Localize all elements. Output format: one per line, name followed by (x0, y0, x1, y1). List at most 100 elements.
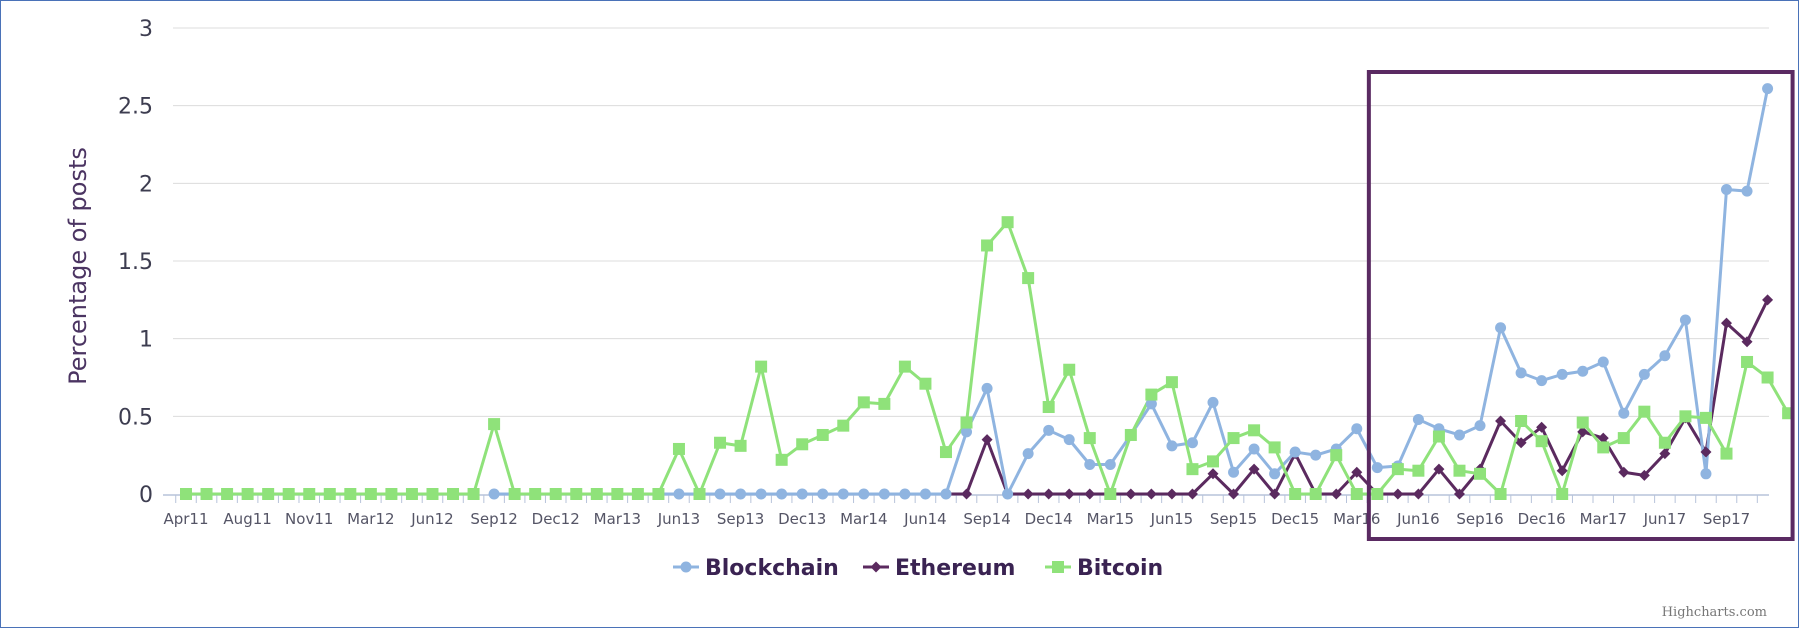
blockchain-point[interactable] (1762, 83, 1774, 95)
blockchain-point[interactable] (1084, 458, 1096, 470)
bitcoin-point[interactable] (1556, 488, 1569, 500)
bitcoin-point[interactable] (282, 488, 295, 500)
bitcoin-point[interactable] (529, 488, 542, 500)
ethereum-point[interactable] (1536, 421, 1548, 433)
bitcoin-point[interactable] (1720, 447, 1733, 460)
bitcoin-point[interactable] (1494, 488, 1507, 500)
bitcoin-point[interactable] (1535, 435, 1548, 448)
bitcoin-point[interactable] (1248, 424, 1261, 437)
bitcoin-point[interactable] (385, 488, 398, 500)
bitcoin-point[interactable] (878, 397, 891, 410)
ethereum-point[interactable] (1166, 488, 1178, 500)
bitcoin-point[interactable] (1001, 216, 1014, 229)
bitcoin-point[interactable] (1432, 430, 1445, 443)
bitcoin-point[interactable] (549, 488, 562, 500)
ethereum-point[interactable] (1351, 466, 1363, 478)
blockchain-point[interactable] (1556, 368, 1568, 380)
blockchain-point[interactable] (1679, 314, 1691, 326)
ethereum-point[interactable] (1433, 463, 1445, 475)
bitcoin-point[interactable] (1679, 410, 1692, 423)
blockchain-point[interactable] (755, 488, 767, 500)
bitcoin-point[interactable] (303, 488, 316, 500)
blockchain-point[interactable] (1063, 434, 1075, 446)
ethereum-point[interactable] (1638, 469, 1650, 481)
bitcoin-point[interactable] (1699, 411, 1712, 424)
bitcoin-point[interactable] (631, 488, 644, 500)
bitcoin-legend-symbol[interactable] (1052, 561, 1064, 573)
bitcoin-point[interactable] (857, 396, 870, 409)
ethereum-point[interactable] (1556, 465, 1568, 477)
bitcoin-point[interactable] (364, 488, 377, 500)
blockchain-point[interactable] (1228, 466, 1240, 478)
blockchain-point[interactable] (817, 488, 829, 500)
blockchain-point[interactable] (961, 426, 973, 438)
blockchain-point[interactable] (1597, 356, 1609, 368)
blockchain-point[interactable] (1741, 185, 1753, 197)
blockchain-point[interactable] (673, 488, 685, 500)
ethereum-point[interactable] (1269, 488, 1281, 500)
ethereum-point[interactable] (1453, 488, 1465, 500)
ethereum-point[interactable] (1618, 466, 1630, 478)
bitcoin-point[interactable] (1289, 488, 1302, 500)
bitcoin-point[interactable] (1453, 464, 1466, 477)
bitcoin-point[interactable] (611, 488, 624, 500)
ethereum-point[interactable] (1228, 488, 1240, 500)
ethereum-point[interactable] (1145, 488, 1157, 500)
blockchain-point[interactable] (1495, 322, 1507, 334)
bitcoin-point[interactable] (1063, 363, 1076, 376)
bitcoin-point[interactable] (734, 439, 747, 452)
blockchain-point[interactable] (1536, 375, 1548, 387)
ethereum-point[interactable] (1043, 488, 1055, 500)
blockchain-point[interactable] (776, 488, 788, 500)
ethereum-point[interactable] (1207, 468, 1219, 480)
blockchain-point[interactable] (1002, 488, 1014, 500)
bitcoin-point[interactable] (180, 488, 192, 500)
ethereum-point[interactable] (1577, 426, 1589, 438)
bitcoin-point[interactable] (344, 488, 357, 500)
bitcoin-point[interactable] (200, 488, 213, 500)
blockchain-point[interactable] (1043, 424, 1055, 436)
bitcoin-point[interactable] (1350, 488, 1363, 500)
bitcoin-point[interactable] (1576, 416, 1589, 429)
ethereum-point[interactable] (1392, 488, 1404, 500)
blockchain-point[interactable] (1638, 368, 1650, 380)
bitcoin-point[interactable] (939, 446, 952, 459)
blockchain-point[interactable] (1700, 468, 1712, 480)
bitcoin-point[interactable] (1658, 436, 1671, 449)
bitcoin-point[interactable] (570, 488, 583, 500)
blockchain-point[interactable] (1659, 350, 1671, 362)
bitcoin-point[interactable] (796, 438, 809, 451)
credit-text[interactable]: Highcharts.com (1662, 605, 1767, 620)
ethereum-point[interactable] (1700, 446, 1712, 458)
bitcoin-point[interactable] (1597, 441, 1610, 454)
bitcoin-point[interactable] (981, 239, 994, 252)
bitcoin-point[interactable] (775, 453, 788, 466)
bitcoin-point[interactable] (323, 488, 336, 500)
bitcoin-point[interactable] (426, 488, 439, 500)
bitcoin-point[interactable] (714, 436, 727, 449)
bitcoin-point[interactable] (241, 488, 254, 500)
bitcoin-point[interactable] (1186, 463, 1199, 476)
ethereum-point[interactable] (1186, 488, 1198, 500)
blockchain-point[interactable] (714, 488, 726, 500)
ethereum-point[interactable] (1330, 488, 1342, 500)
bitcoin-point[interactable] (1309, 488, 1322, 500)
bitcoin-point[interactable] (960, 416, 973, 429)
legend-item-blockchain[interactable]: Blockchain (673, 556, 839, 581)
bitcoin-point[interactable] (693, 488, 706, 500)
blockchain-point[interactable] (878, 488, 890, 500)
bitcoin-point[interactable] (1227, 432, 1240, 445)
bitcoin-point[interactable] (837, 419, 850, 432)
bitcoin-point[interactable] (1638, 405, 1651, 418)
blockchain-point[interactable] (735, 488, 747, 500)
blockchain-point[interactable] (837, 488, 849, 500)
blockchain-point[interactable] (1145, 398, 1157, 410)
ethereum-point[interactable] (1721, 317, 1732, 329)
blockchain-point[interactable] (1577, 365, 1589, 377)
blockchain-point[interactable] (1207, 396, 1219, 408)
blockchain-point[interactable] (1022, 448, 1034, 460)
bitcoin-point[interactable] (467, 488, 480, 500)
blockchain-point[interactable] (1248, 443, 1260, 455)
bitcoin-point[interactable] (898, 360, 911, 373)
ethereum-point[interactable] (1084, 488, 1096, 500)
